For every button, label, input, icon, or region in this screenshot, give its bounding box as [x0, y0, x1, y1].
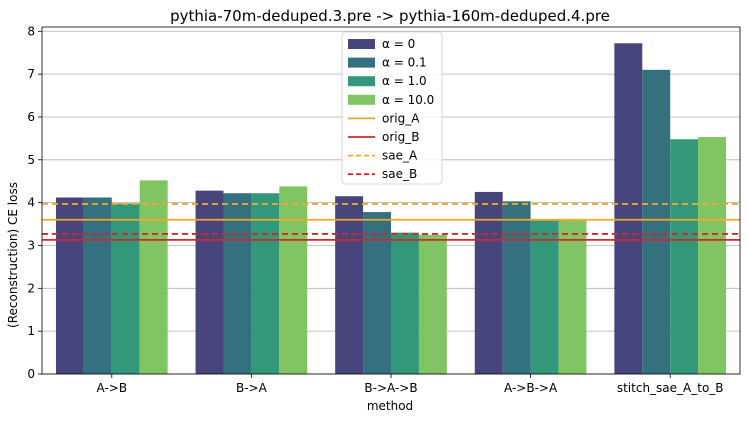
y-tick-label: 4 [27, 196, 35, 210]
bar-B->A-series-0 [195, 190, 224, 374]
legend-label-orig_A: orig_A [382, 111, 420, 125]
y-tick-label: 0 [27, 367, 35, 381]
legend-swatch-series-3 [348, 94, 375, 105]
bar-stitch_sae_A_to_B-series-0 [614, 43, 643, 374]
bar-stitch_sae_A_to_B-series-1 [642, 69, 671, 374]
legend-label-series-0: α = 0 [382, 37, 415, 51]
legend-label-series-3: α = 10.0 [382, 93, 434, 107]
plot-frame [41, 26, 741, 375]
bar-B->A-series-1 [223, 193, 252, 374]
bar-B->A->B-series-2 [391, 232, 419, 374]
bar-A->B->A-series-0 [474, 191, 503, 374]
bar-B->A->B-series-1 [363, 212, 391, 374]
y-tick-label: 5 [27, 153, 35, 167]
bar-B->A-series-2 [251, 193, 280, 374]
bar-stitch_sae_A_to_B-series-2 [670, 139, 699, 374]
x-tick-label: B->A->B [364, 381, 417, 395]
bar-A->B-series-2 [111, 203, 140, 374]
x-tick-label: A->B [97, 381, 128, 395]
legend-swatch-series-2 [348, 76, 375, 87]
x-axis-label: method [367, 399, 413, 413]
legend-label-series-1: α = 0.1 [382, 56, 427, 70]
legend-box [341, 31, 443, 185]
bar-B->A->B-series-3 [418, 234, 447, 374]
x-tick-label: A->B->A [504, 381, 558, 395]
legend-label-series-2: α = 1.0 [382, 74, 427, 88]
y-tick-label: 3 [27, 238, 35, 252]
y-tick-label: 1 [27, 324, 35, 338]
bar-stitch_sae_A_to_B-series-3 [698, 137, 727, 374]
bar-B->A->B-series-0 [335, 196, 364, 374]
bar-A->B-series-1 [83, 197, 112, 374]
legend: α = 0 α = 0.1 α = 1.0 α = 10.0 orig_A orig_Bs… [341, 31, 443, 185]
legend-label-sae_A: sae_A [382, 149, 418, 163]
legend-swatch-series-1 [348, 57, 375, 68]
legend-swatch-series-0 [348, 39, 375, 49]
legend-label-sae_B: sae_B [382, 167, 417, 181]
y-tick-label: 2 [27, 281, 35, 295]
bar-A->B-series-3 [139, 180, 168, 374]
bar-A->B->A-series-2 [530, 220, 559, 374]
y-axis-label: (Reconstruction) CE loss [6, 182, 20, 328]
x-tick-label: B->A [236, 381, 268, 395]
chart-title: pythia-70m-deduped.3.pre -> pythia-160m-… [170, 7, 610, 25]
x-tick-label: stitch_sae_A_to_B [617, 381, 724, 395]
legend-label-orig_B: orig_B [382, 130, 419, 144]
y-tick-label: 8 [27, 24, 35, 38]
bar-A->B-series-0 [55, 197, 84, 374]
y-tick-label: 6 [27, 110, 35, 124]
bar-B->A-series-3 [279, 186, 308, 374]
bar-A->B->A-series-3 [558, 219, 587, 374]
y-tick-label: 7 [27, 67, 35, 81]
bar-A->B->A-series-1 [502, 201, 531, 374]
